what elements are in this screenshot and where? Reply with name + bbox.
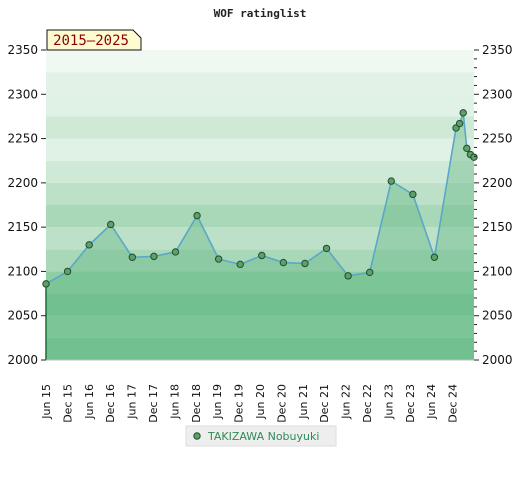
plot-band [46, 271, 474, 294]
data-point [455, 119, 464, 128]
chart-title: WOF ratinglist [214, 7, 307, 20]
y-left-tick-label: 2000 [7, 353, 38, 367]
x-tick-label: Dec 15 [61, 384, 74, 423]
x-tick-label: Jun 18 [168, 384, 181, 420]
legend-label: TAKIZAWA Nobuyuki [207, 430, 319, 443]
y-right-tick-label: 2250 [482, 132, 513, 146]
x-tick-label: Dec 18 [190, 384, 203, 423]
markers [42, 109, 478, 288]
plot-bands [46, 50, 474, 360]
x-tick-label: Jun 15 [40, 384, 53, 420]
plot-band [46, 160, 474, 183]
data-point [63, 267, 72, 276]
y-right-tick-label: 2150 [482, 220, 513, 234]
x-tick-label: Dec 20 [275, 384, 288, 423]
data-point [150, 252, 158, 261]
y-left-tick-label: 2200 [7, 176, 38, 190]
data-point [365, 268, 374, 277]
x-tick-label: Dec 17 [147, 384, 160, 423]
y-axis-right: 2000 2050 2100 2150 2200 2250 2300 2350 [474, 43, 513, 367]
plot-band [46, 138, 474, 161]
plot-band [46, 205, 474, 228]
data-point [85, 241, 93, 249]
legend-marker [193, 432, 201, 440]
y-left-tick-label: 2250 [7, 132, 38, 146]
y-left-tick-label: 2150 [7, 220, 38, 234]
period-badge-text: 2015–2025 [53, 33, 129, 49]
y-left-tick-label: 2100 [7, 264, 38, 278]
data-point [409, 190, 417, 199]
x-tick-label: Jun 24 [425, 384, 438, 420]
data-point [107, 220, 115, 229]
x-tick-label: Dec 24 [447, 384, 460, 423]
plot-band [46, 72, 474, 95]
data-point [42, 280, 50, 288]
x-tick-label: Jun 17 [126, 384, 139, 420]
y-right-tick-label: 2100 [482, 264, 513, 278]
data-point [344, 272, 352, 280]
x-tick-label: Jun 20 [254, 384, 267, 420]
plot-band [46, 50, 474, 73]
y-right-tick-label: 2050 [482, 309, 513, 323]
x-tick-label: Dec 16 [104, 384, 117, 423]
x-tick-label: Jun 23 [382, 384, 395, 420]
data-point [236, 260, 244, 269]
x-tick-label: Jun 22 [340, 384, 353, 420]
plot-band [46, 315, 474, 338]
legend: TAKIZAWA Nobuyuki [185, 425, 337, 447]
data-point [459, 109, 467, 117]
area-layer [46, 112, 474, 360]
plot-band [46, 94, 474, 117]
x-tick-label: Jun 19 [211, 384, 224, 420]
data-point [301, 259, 309, 268]
y-right-tick-label: 2000 [482, 353, 513, 367]
data-point [193, 211, 201, 220]
data-point [128, 253, 137, 261]
data-point [322, 244, 331, 253]
period-badge: 2015–2025 [46, 29, 142, 51]
period-badge-shape [46, 29, 142, 51]
plot-band [46, 337, 474, 360]
data-point [258, 251, 266, 260]
x-tick-label: Jun 21 [297, 384, 310, 420]
x-tick-label: Dec 22 [361, 384, 374, 423]
x-tick-label: Dec 19 [233, 384, 246, 423]
y-axis-left: 2000 2050 2100 2150 2200 2250 2300 2350 [7, 43, 46, 367]
y-right-tick-label: 2200 [482, 176, 513, 190]
x-tick-label: Dec 21 [318, 384, 331, 423]
x-tick-label: Dec 23 [404, 384, 417, 423]
data-point [430, 253, 439, 261]
plot-band [46, 227, 474, 250]
data-point [171, 248, 180, 256]
y-right-tick-label: 2300 [482, 87, 513, 101]
y-left-tick-label: 2350 [7, 43, 38, 57]
plot-band [46, 182, 474, 205]
rating-area [46, 112, 474, 360]
plot-band [46, 293, 474, 316]
y-left-tick-label: 2050 [7, 309, 38, 323]
data-point [463, 144, 471, 153]
plot-band [46, 116, 474, 139]
legend-box [185, 425, 337, 447]
data-point [214, 255, 223, 263]
data-point [470, 153, 478, 161]
x-axis: Jun 15 Dec 15 Jun 16 Dec 16 Jun 17 Dec 17 Jun … [40, 359, 474, 423]
data-point [387, 177, 395, 185]
x-tick-label: Jun 16 [83, 384, 96, 420]
y-left-tick-label: 2300 [7, 87, 38, 101]
y-right-tick-label: 2350 [482, 43, 513, 57]
data-point [279, 258, 288, 267]
